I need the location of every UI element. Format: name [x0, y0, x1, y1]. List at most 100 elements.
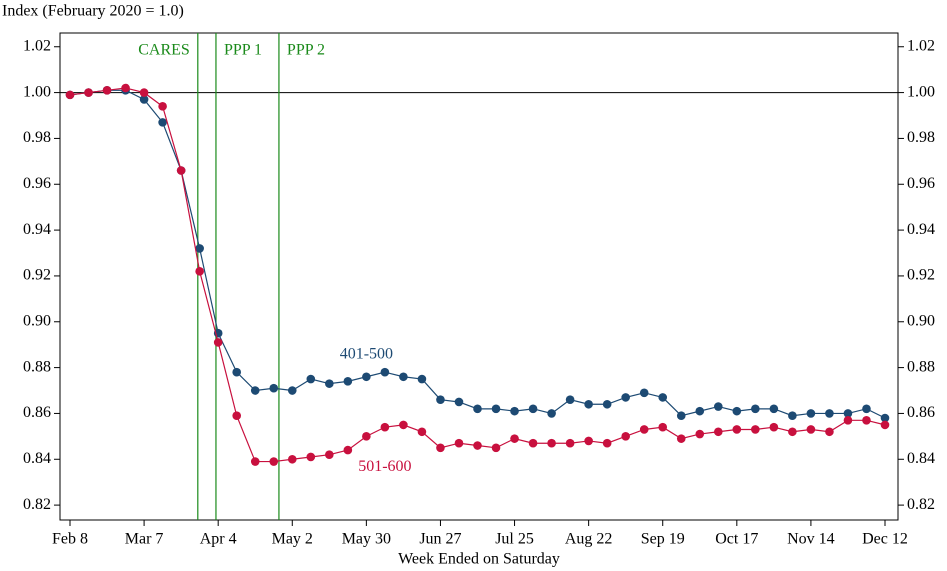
- series-label: 401-500: [340, 345, 393, 362]
- y2-tick-label: 0.90: [907, 312, 935, 329]
- data-point: [139, 88, 149, 97]
- data-point: [769, 422, 779, 432]
- data-point: [510, 434, 519, 443]
- data-point: [362, 432, 371, 441]
- y2-tick-label: 0.88: [907, 358, 935, 375]
- data-point: [584, 399, 593, 409]
- data-point: [473, 404, 482, 414]
- data-point: [454, 438, 464, 448]
- data-point: [232, 367, 242, 377]
- data-point: [399, 372, 408, 382]
- data-point: [843, 409, 853, 418]
- data-point: [751, 425, 760, 434]
- data-point: [158, 102, 167, 111]
- y-tick-label: 0.96: [23, 175, 51, 192]
- data-point: [473, 441, 482, 450]
- data-point: [213, 338, 223, 347]
- data-point: [436, 443, 445, 453]
- y2-tick-label: 0.92: [907, 267, 935, 284]
- data-point: [343, 445, 353, 455]
- data-point: [676, 411, 686, 421]
- data-point: [343, 377, 353, 386]
- data-point: [102, 85, 112, 95]
- data-point: [417, 427, 427, 437]
- data-point: [195, 267, 204, 276]
- y-tick-label: 0.98: [23, 129, 51, 146]
- data-point: [158, 118, 167, 127]
- x-tick-label: Oct 17: [715, 531, 758, 548]
- x-tick-label: May 30: [342, 531, 391, 548]
- x-tick-label: Feb 8: [52, 531, 88, 548]
- data-point: [84, 88, 93, 97]
- data-point: [287, 454, 297, 464]
- data-point: [695, 429, 705, 439]
- data-point: [547, 409, 556, 418]
- data-point: [676, 434, 686, 443]
- y2-tick-label: 0.94: [907, 221, 935, 238]
- data-point: [325, 450, 334, 459]
- event-label: CARES: [138, 42, 190, 59]
- data-point: [639, 425, 649, 434]
- data-point: [380, 422, 390, 432]
- data-point: [880, 420, 890, 430]
- data-point: [732, 406, 742, 416]
- y-tick-label: 1.02: [23, 37, 51, 54]
- y-tick-label: 0.88: [23, 358, 51, 375]
- data-point: [528, 438, 538, 448]
- data-point: [306, 452, 316, 462]
- data-point: [825, 409, 834, 418]
- data-point: [565, 438, 575, 448]
- y2-tick-label: 0.82: [907, 496, 935, 513]
- data-point: [121, 83, 130, 93]
- y-tick-label: 0.82: [23, 496, 51, 513]
- data-point: [325, 379, 334, 388]
- x-tick-label: Mar 7: [125, 531, 164, 548]
- data-point: [139, 95, 149, 104]
- data-point: [528, 404, 538, 414]
- data-point: [250, 386, 260, 395]
- data-point: [880, 413, 890, 423]
- data-point: [658, 422, 668, 432]
- y-tick-label: 0.90: [23, 312, 51, 329]
- y-tick-label: 0.86: [23, 404, 51, 421]
- x-axis-label: Week Ended on Saturday: [398, 551, 560, 568]
- data-point: [658, 393, 668, 402]
- y2-tick-label: 0.96: [907, 175, 935, 192]
- data-point: [232, 411, 242, 421]
- plot-frame: [59, 32, 899, 521]
- y2-tick-label: 0.86: [907, 404, 935, 421]
- x-tick-label: Jun 27: [419, 531, 461, 548]
- y2-tick-label: 0.84: [907, 450, 935, 467]
- data-point: [176, 166, 186, 175]
- data-point: [732, 425, 742, 434]
- data-point: [825, 427, 834, 437]
- data-point: [639, 388, 649, 398]
- data-point: [602, 438, 612, 448]
- data-point: [454, 397, 464, 407]
- chart-title: Index (February 2020 = 1.0): [2, 3, 184, 20]
- x-tick-label: Jul 25: [495, 531, 534, 548]
- series-line: [69, 89, 886, 419]
- data-point: [399, 420, 408, 430]
- data-point: [602, 399, 612, 409]
- data-point: [806, 425, 816, 434]
- data-point: [862, 404, 871, 414]
- x-tick-label: May 2: [272, 531, 313, 548]
- data-point: [565, 395, 575, 404]
- data-point: [713, 427, 723, 437]
- data-point: [584, 436, 593, 446]
- data-point: [806, 409, 816, 418]
- x-tick-label: Aug 22: [565, 531, 613, 548]
- data-point: [695, 406, 705, 416]
- data-point: [269, 457, 279, 466]
- series-label: 501-600: [358, 458, 411, 475]
- y-tick-label: 1.00: [23, 83, 51, 100]
- y-tick-label: 0.84: [23, 450, 51, 467]
- y2-tick-label: 0.98: [907, 129, 935, 146]
- data-point: [65, 90, 75, 100]
- data-point: [788, 411, 797, 421]
- y-tick-label: 0.92: [23, 267, 51, 284]
- data-point: [510, 406, 519, 416]
- data-point: [417, 374, 427, 384]
